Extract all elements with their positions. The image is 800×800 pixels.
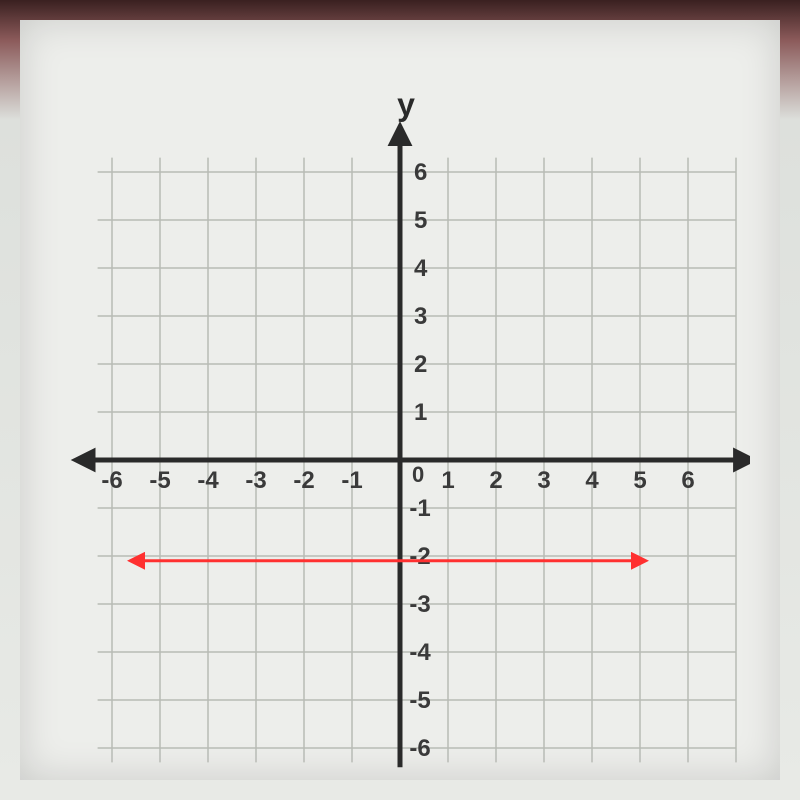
y-tick-label: -5	[409, 687, 430, 714]
y-axis-label: y	[397, 87, 415, 123]
y-tick-label: 3	[414, 303, 427, 330]
y-tick-label: 6	[414, 159, 427, 186]
coordinate-plane-svg: -6-5-4-3-2-1123456-6-5-4-3-2-11234560yx	[50, 70, 750, 770]
y-tick-label: 4	[414, 255, 428, 282]
x-tick-label: 4	[585, 467, 599, 494]
x-tick-label: 2	[489, 467, 502, 494]
x-tick-label: -4	[197, 467, 219, 494]
x-tick-label: 5	[633, 467, 646, 494]
x-tick-label: -2	[293, 467, 314, 494]
y-tick-label: -6	[409, 735, 430, 762]
y-tick-label: 1	[414, 399, 427, 426]
x-tick-label: -5	[149, 467, 170, 494]
x-tick-label: -6	[101, 467, 122, 494]
x-tick-label: 3	[537, 467, 550, 494]
y-tick-label: -3	[409, 591, 430, 618]
y-tick-label: -2	[409, 543, 430, 570]
chart-container: -6-5-4-3-2-1123456-6-5-4-3-2-11234560yx	[50, 70, 750, 770]
y-tick-label: -4	[409, 639, 431, 666]
photo-background: -6-5-4-3-2-1123456-6-5-4-3-2-11234560yx	[20, 20, 780, 780]
y-tick-label: 2	[414, 351, 427, 378]
x-tick-label: -1	[341, 467, 362, 494]
x-tick-label: -3	[245, 467, 266, 494]
x-tick-label: 6	[681, 467, 694, 494]
x-tick-label: 1	[441, 467, 454, 494]
origin-label: 0	[412, 462, 424, 487]
y-tick-label: 5	[414, 207, 427, 234]
y-tick-label: -1	[409, 495, 430, 522]
